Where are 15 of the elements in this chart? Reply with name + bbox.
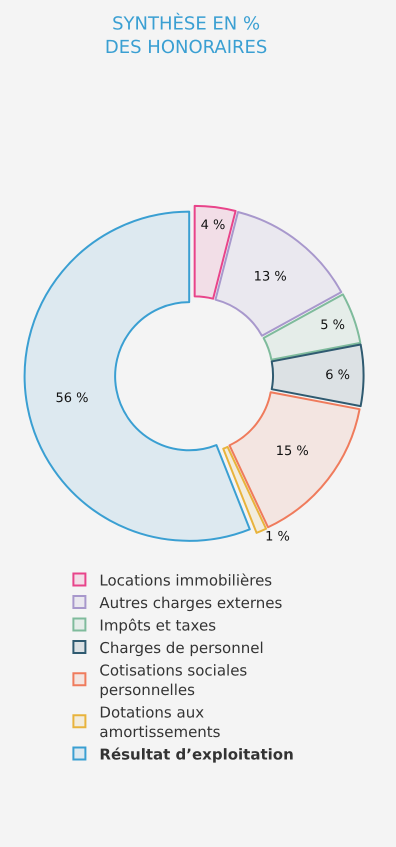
legend-label: Charges de personnel <box>99 638 264 657</box>
legend-label: Résultat d’exploitation <box>99 745 294 764</box>
data-label: 4 % <box>200 218 226 233</box>
legend-label: Impôts et taxes <box>99 616 216 634</box>
legend-label: Cotisations sociales personnelles <box>99 661 248 699</box>
legend-label: Dotations aux amortissements <box>99 703 221 741</box>
data-label: 5 % <box>320 318 345 333</box>
data-label: 15 % <box>276 444 309 459</box>
data-label: 13 % <box>254 270 287 285</box>
data-label: 6 % <box>325 368 350 383</box>
chart-title: SYNTHÈSE EN % DES HONORAIRES <box>104 12 268 58</box>
legend-label: Locations immobilières <box>99 571 272 590</box>
legend-label: Autres charges externes <box>99 594 282 612</box>
data-label: 56 % <box>55 391 89 406</box>
data-label: 1 % <box>265 530 290 545</box>
